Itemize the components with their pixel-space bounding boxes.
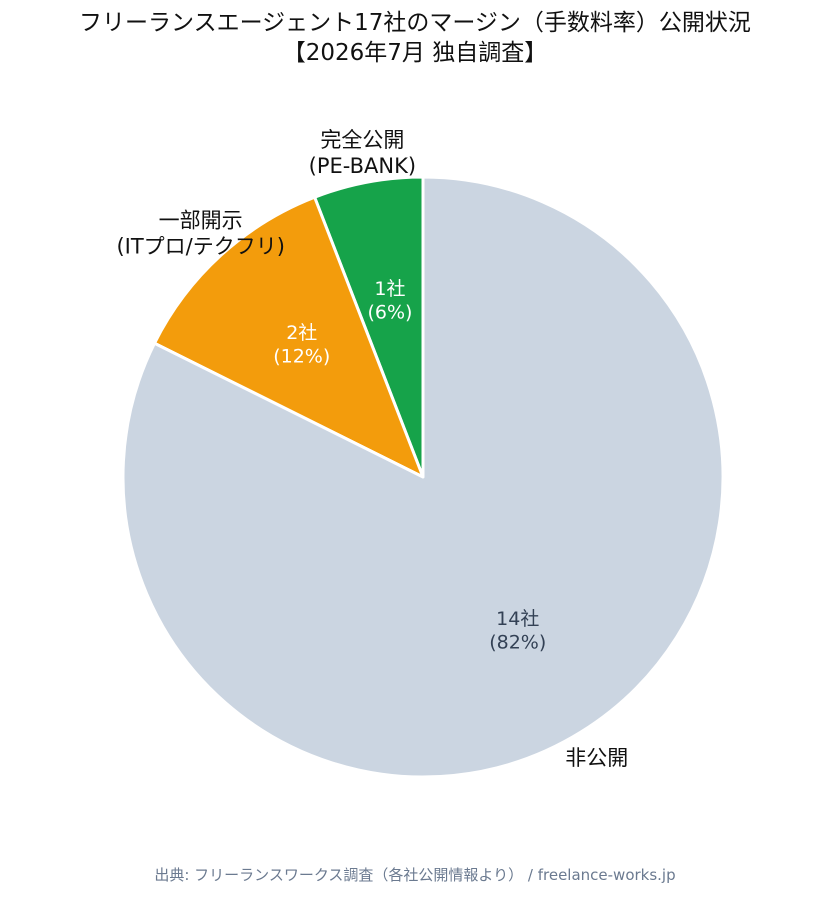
slice-value-label-1: 2社(12%): [273, 322, 330, 368]
slice-category-label-0: 完全公開(PE-BANK): [309, 128, 416, 178]
slice-value-label-0: 1社(6%): [367, 278, 412, 324]
slice-category-label-2: 非公開: [565, 746, 628, 770]
slice-value-label-2: 14社(82%): [489, 608, 546, 654]
chart-title-line1: フリーランスエージェント17社のマージン（手数料率）公開状況: [79, 10, 751, 36]
chart-title: フリーランスエージェント17社のマージン（手数料率）公開状況 【2026年7月 …: [0, 8, 830, 68]
pie-slices: [121, 175, 725, 779]
slice-category-label-1: 一部開示(ITプロ/テクフリ): [116, 208, 284, 258]
source-note: 出典: フリーランスワークス調査（各社公開情報より） / freelance-w…: [154, 866, 676, 884]
pie-slice-2: [121, 175, 725, 779]
pie-slice-1: [152, 195, 425, 479]
chart-title-line2: 【2026年7月 独自調査】: [282, 40, 548, 66]
pie-labels: 1社(6%) 完全公開(PE-BANK) 2社(12%) 一部開示(ITプロ/テクフリ…: [116, 128, 628, 770]
